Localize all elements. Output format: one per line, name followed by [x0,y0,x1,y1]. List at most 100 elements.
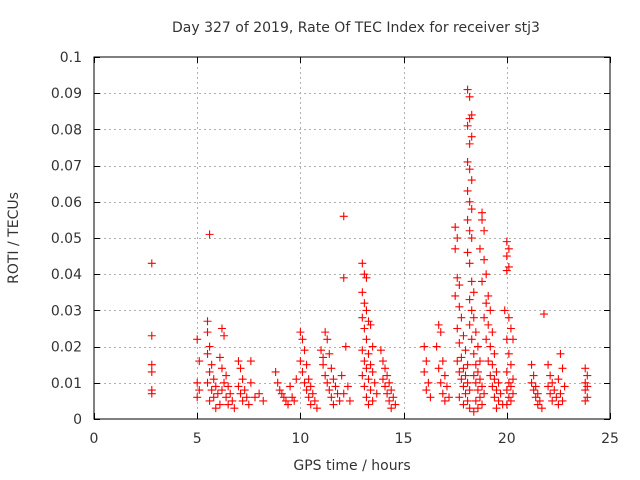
x-tick-label: 5 [193,431,202,447]
data-point [490,375,499,384]
data-point [471,360,480,369]
data-point [240,386,249,395]
data-point [389,393,398,402]
data-point [455,281,464,290]
x-tick-label: 20 [498,431,516,447]
data-point [434,320,443,329]
data-point [488,328,497,337]
data-point [459,331,468,340]
data-point [319,360,328,369]
data-point [488,360,497,369]
data-point [372,389,381,398]
data-point [453,273,462,282]
data-point [217,386,226,395]
data-point [455,367,464,376]
data-point [554,400,563,409]
data-point [238,396,247,405]
data-point [329,375,338,384]
data-point [147,389,156,398]
data-point [475,375,484,384]
data-point [310,396,319,405]
data-point [478,400,487,409]
data-point [236,389,245,398]
data-point [205,396,214,405]
data-point [475,244,484,253]
data-point [362,273,371,282]
data-point [478,277,487,286]
data-point [544,360,553,369]
data-point [465,404,474,413]
data-point [465,259,474,268]
data-point [478,215,487,224]
data-point [502,367,511,376]
data-point [451,223,460,232]
data-point [422,357,431,366]
data-point [296,328,305,337]
data-point [500,306,509,315]
x-tick-label: 0 [90,431,99,447]
data-point [560,382,569,391]
data-point [473,367,482,376]
data-point [277,389,286,398]
data-point [465,165,474,174]
data-point [486,371,495,380]
data-point [319,353,328,362]
data-point [292,375,301,384]
data-point [486,342,495,351]
data-point [465,139,474,148]
data-point [366,386,375,395]
data-point [504,349,513,358]
data-point [469,407,478,416]
data-point [300,346,309,355]
data-point [302,386,311,395]
data-point [453,324,462,333]
data-point [455,338,464,347]
data-point [451,244,460,253]
data-point [385,378,394,387]
data-point [302,360,311,369]
data-point [209,393,218,402]
data-point [358,313,367,322]
data-point [475,393,484,402]
data-point [337,371,346,380]
data-point [378,375,387,384]
data-point [426,393,435,402]
data-point [502,252,511,261]
data-point [492,404,501,413]
data-point [368,342,377,351]
data-point [364,349,373,358]
data-point [341,342,350,351]
data-point [502,386,511,395]
data-point [502,266,511,275]
data-point [467,176,476,185]
data-point [275,386,284,395]
data-point [480,255,489,264]
data-point [381,382,390,391]
y-tick-label: 0.04 [51,267,82,283]
data-point [220,378,229,387]
data-point [304,393,313,402]
data-point [244,400,253,409]
data-point [581,378,590,387]
data-point [465,295,474,304]
data-point [387,386,396,395]
data-point [321,371,330,380]
data-point [455,393,464,402]
data-point [339,389,348,398]
plot-frame [93,56,611,420]
grid-layer [94,57,610,419]
data-point [323,378,332,387]
data-point [391,400,400,409]
data-point [224,400,233,409]
data-point [300,378,309,387]
data-point [387,404,396,413]
data-point [480,389,489,398]
data-point [378,357,387,366]
data-point [461,346,470,355]
data-point [529,386,538,395]
data-point [255,389,264,398]
data-point [213,389,222,398]
data-point [224,382,233,391]
data-point [480,226,489,235]
data-point [478,208,487,217]
